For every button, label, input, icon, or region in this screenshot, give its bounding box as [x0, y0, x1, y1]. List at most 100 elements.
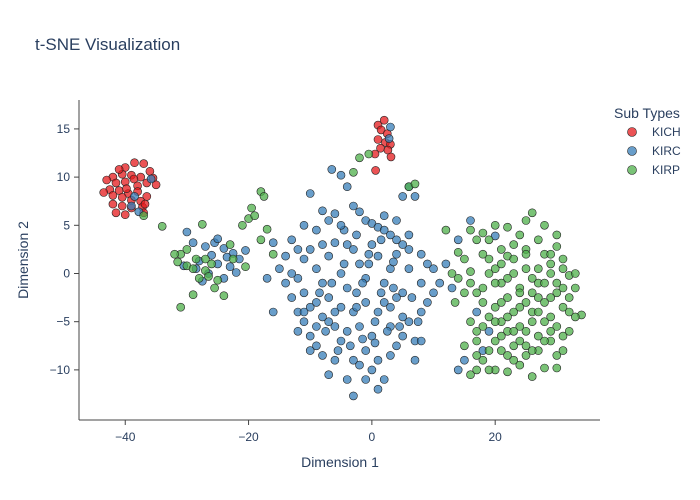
data-point[interactable] — [182, 245, 192, 254]
data-point[interactable] — [429, 264, 438, 274]
data-point[interactable] — [521, 326, 531, 336]
data-point[interactable] — [262, 273, 272, 283]
data-point[interactable] — [127, 201, 136, 211]
data-point[interactable] — [410, 179, 420, 189]
data-point[interactable] — [345, 341, 355, 351]
data-point[interactable] — [416, 278, 426, 288]
data-point[interactable] — [540, 317, 549, 327]
data-point[interactable] — [472, 288, 482, 298]
data-point[interactable] — [342, 240, 352, 249]
data-point[interactable] — [533, 293, 543, 302]
data-point[interactable] — [225, 240, 235, 249]
data-point[interactable] — [546, 269, 556, 278]
data-point[interactable] — [384, 134, 394, 143]
data-point[interactable] — [472, 336, 482, 346]
data-point[interactable] — [515, 288, 525, 298]
data-point[interactable] — [339, 259, 349, 269]
data-point[interactable] — [496, 331, 506, 341]
data-point[interactable] — [521, 264, 531, 274]
data-point[interactable] — [423, 298, 432, 307]
data-point[interactable] — [108, 191, 118, 200]
data-point[interactable] — [533, 307, 543, 317]
data-point[interactable] — [324, 317, 334, 327]
data-point[interactable] — [570, 283, 580, 293]
data-point[interactable] — [330, 209, 340, 218]
data-point[interactable] — [299, 254, 309, 264]
data-point[interactable] — [262, 224, 272, 234]
data-point[interactable] — [201, 242, 210, 251]
data-point[interactable] — [336, 170, 346, 180]
data-point[interactable] — [231, 268, 241, 277]
data-point[interactable] — [503, 312, 512, 322]
data-point[interactable] — [558, 346, 568, 355]
data-point[interactable] — [379, 375, 389, 384]
data-point[interactable] — [312, 225, 321, 235]
data-point[interactable] — [515, 322, 525, 331]
legend-marker-kich[interactable] — [627, 127, 637, 137]
data-point[interactable] — [238, 221, 247, 230]
data-point[interactable] — [268, 249, 278, 259]
data-point[interactable] — [490, 221, 500, 230]
data-point[interactable] — [490, 336, 500, 346]
data-point[interactable] — [564, 326, 574, 336]
data-point[interactable] — [370, 317, 380, 327]
data-point[interactable] — [228, 254, 238, 264]
legend-label-kich[interactable]: KICH — [652, 125, 681, 139]
data-point[interactable] — [527, 317, 537, 327]
data-point[interactable] — [108, 199, 118, 209]
data-point[interactable] — [373, 355, 383, 365]
data-point[interactable] — [379, 211, 389, 220]
data-point[interactable] — [140, 199, 150, 209]
data-point[interactable] — [515, 302, 525, 312]
data-point[interactable] — [305, 189, 315, 198]
data-point[interactable] — [194, 273, 204, 283]
data-point[interactable] — [102, 175, 111, 185]
data-point[interactable] — [453, 273, 463, 283]
data-point[interactable] — [509, 240, 519, 249]
data-point[interactable] — [173, 257, 182, 267]
data-point[interactable] — [364, 259, 374, 269]
data-point[interactable] — [395, 322, 404, 331]
data-point[interactable] — [392, 216, 401, 225]
data-point[interactable] — [570, 269, 580, 278]
data-point[interactable] — [333, 346, 343, 355]
data-point[interactable] — [392, 249, 401, 259]
data-point[interactable] — [453, 248, 463, 257]
data-point[interactable] — [247, 203, 256, 213]
data-point[interactable] — [460, 355, 469, 365]
data-point[interactable] — [201, 254, 210, 264]
data-point[interactable] — [515, 230, 525, 240]
data-point[interactable] — [355, 360, 364, 370]
data-point[interactable] — [352, 230, 361, 240]
data-point[interactable] — [342, 283, 352, 293]
data-point[interactable] — [466, 278, 475, 288]
data-point[interactable] — [472, 365, 482, 375]
data-point[interactable] — [191, 254, 201, 264]
data-point[interactable] — [210, 283, 219, 293]
data-point[interactable] — [509, 326, 519, 336]
data-point[interactable] — [546, 326, 556, 336]
data-point[interactable] — [364, 249, 374, 259]
data-point[interactable] — [453, 365, 463, 375]
data-point[interactable] — [318, 312, 327, 322]
data-point[interactable] — [552, 230, 562, 240]
data-point[interactable] — [558, 331, 568, 341]
data-point[interactable] — [379, 225, 389, 235]
data-point[interactable] — [515, 360, 525, 370]
data-point[interactable] — [336, 302, 346, 312]
data-point[interactable] — [281, 278, 290, 288]
data-point[interactable] — [509, 269, 519, 278]
data-point[interactable] — [318, 351, 327, 360]
data-point[interactable] — [558, 302, 568, 312]
data-point[interactable] — [398, 312, 408, 322]
data-point[interactable] — [111, 178, 121, 188]
data-point[interactable] — [509, 355, 519, 365]
data-point[interactable] — [198, 220, 207, 229]
data-point[interactable] — [293, 245, 303, 254]
data-point[interactable] — [416, 307, 426, 317]
data-point[interactable] — [484, 326, 494, 336]
data-point[interactable] — [318, 206, 327, 216]
data-point[interactable] — [146, 174, 156, 184]
data-point[interactable] — [312, 341, 321, 351]
data-point[interactable] — [558, 283, 568, 293]
